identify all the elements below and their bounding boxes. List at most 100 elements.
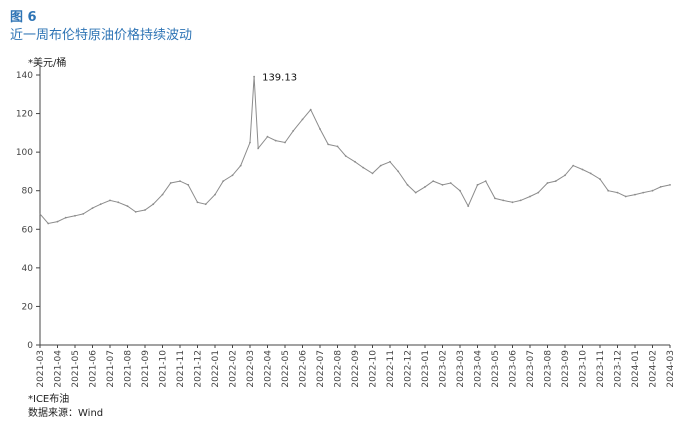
data-point <box>74 214 76 217</box>
x-tick-label: 2023-02 <box>439 350 449 388</box>
data-point <box>336 145 339 148</box>
data-point <box>634 193 636 196</box>
data-point <box>39 213 41 215</box>
x-tick-label: 2023-01 <box>421 350 431 388</box>
x-tick-label: 2022-07 <box>316 350 326 388</box>
data-point <box>319 128 321 130</box>
x-tick-label: 2023-09 <box>561 350 571 388</box>
data-point <box>519 199 522 202</box>
x-tick-label: 2023-06 <box>509 350 519 388</box>
data-point <box>109 199 111 202</box>
y-tick-label: 20 <box>22 302 34 312</box>
x-tick-label: 2021-07 <box>106 350 116 388</box>
x-tick-label: 2021-11 <box>176 350 186 388</box>
data-point <box>651 189 654 192</box>
data-point <box>169 182 172 184</box>
x-tick-label: 2023-04 <box>474 350 484 388</box>
chart-title: 近一周布伦特原油价格持续波动 <box>10 28 193 43</box>
data-point <box>274 139 277 142</box>
x-tick-label: 2023-05 <box>491 350 501 388</box>
data-point <box>204 203 207 206</box>
data-point <box>231 174 234 177</box>
data-point <box>152 203 155 206</box>
peak-annotation: 139.13 <box>262 73 297 84</box>
data-point <box>47 222 50 225</box>
data-point <box>253 75 256 78</box>
x-tick-label: 2021-10 <box>159 350 169 388</box>
footnote: *ICE布油 <box>28 394 70 405</box>
data-point <box>266 135 269 138</box>
x-tick-label: 2022-05 <box>281 350 291 388</box>
x-tick-label: 2023-03 <box>456 350 466 388</box>
data-point <box>624 195 627 198</box>
x-tick-label: 2024-01 <box>631 350 641 388</box>
x-tick-label: 2022-04 <box>264 350 274 388</box>
data-point <box>441 184 444 186</box>
data-point <box>494 197 496 200</box>
y-tick-label: 0 <box>27 341 33 351</box>
data-point <box>301 118 304 121</box>
y-tick-label: 140 <box>16 71 33 81</box>
data-point <box>144 209 146 211</box>
data-point <box>669 184 671 186</box>
data-point <box>91 207 94 210</box>
x-tick-label: 2021-08 <box>124 350 134 388</box>
data-point <box>432 180 435 183</box>
data-point <box>389 160 391 163</box>
data-point <box>459 189 461 192</box>
data-point <box>362 166 365 169</box>
data-point <box>222 180 225 183</box>
x-tick-label: 2021-03 <box>36 350 46 388</box>
data-point <box>284 141 286 144</box>
data-point <box>354 160 356 163</box>
data-point <box>554 180 557 183</box>
data-point <box>371 172 374 175</box>
data-point <box>467 205 470 208</box>
source-note: 数据来源：Wind <box>28 408 104 419</box>
x-tick-label: 2022-12 <box>404 350 414 388</box>
x-tick-label: 2021-06 <box>89 350 99 388</box>
data-point <box>327 143 330 146</box>
x-tick-label: 2022-09 <box>351 350 361 388</box>
y-tick-label: 80 <box>22 187 34 197</box>
data-point <box>179 180 181 183</box>
data-point <box>616 191 619 194</box>
x-tick-label: 2023-11 <box>596 350 606 388</box>
x-tick-label: 2024-03 <box>666 350 676 388</box>
x-tick-label: 2023-07 <box>526 350 536 388</box>
price-line <box>39 76 671 225</box>
data-point <box>214 193 216 196</box>
data-point <box>344 155 347 157</box>
x-tick-label: 2022-11 <box>386 350 396 388</box>
data-point <box>56 220 59 223</box>
x-tick-label: 2022-03 <box>246 350 256 388</box>
data-point <box>659 186 662 188</box>
data-point <box>292 130 295 132</box>
data-point <box>511 201 514 204</box>
y-tick-label: 120 <box>16 110 33 120</box>
data-point <box>406 184 409 186</box>
x-tick-label: 2021-05 <box>71 350 81 388</box>
x-tick-label: 2023-12 <box>614 350 624 388</box>
data-point <box>82 213 85 215</box>
data-point <box>309 108 312 111</box>
x-tick-label: 2022-06 <box>299 350 309 388</box>
x-tick-label: 2021-12 <box>194 350 204 388</box>
data-point <box>642 191 645 194</box>
data-point <box>126 205 129 208</box>
data-point <box>64 216 67 219</box>
data-point <box>502 199 505 202</box>
x-tick-label: 2022-02 <box>229 350 239 388</box>
data-point <box>117 201 120 204</box>
data-point <box>249 141 251 144</box>
data-point <box>564 174 566 177</box>
data-point <box>161 193 164 196</box>
y-tick-label: 100 <box>16 148 33 158</box>
data-point <box>196 201 199 204</box>
data-point <box>99 203 102 206</box>
x-tick-label: 2021-04 <box>54 350 64 388</box>
x-tick-label: 2023-10 <box>579 350 589 388</box>
data-point <box>599 178 601 181</box>
x-tick-label: 2023-08 <box>544 350 554 388</box>
